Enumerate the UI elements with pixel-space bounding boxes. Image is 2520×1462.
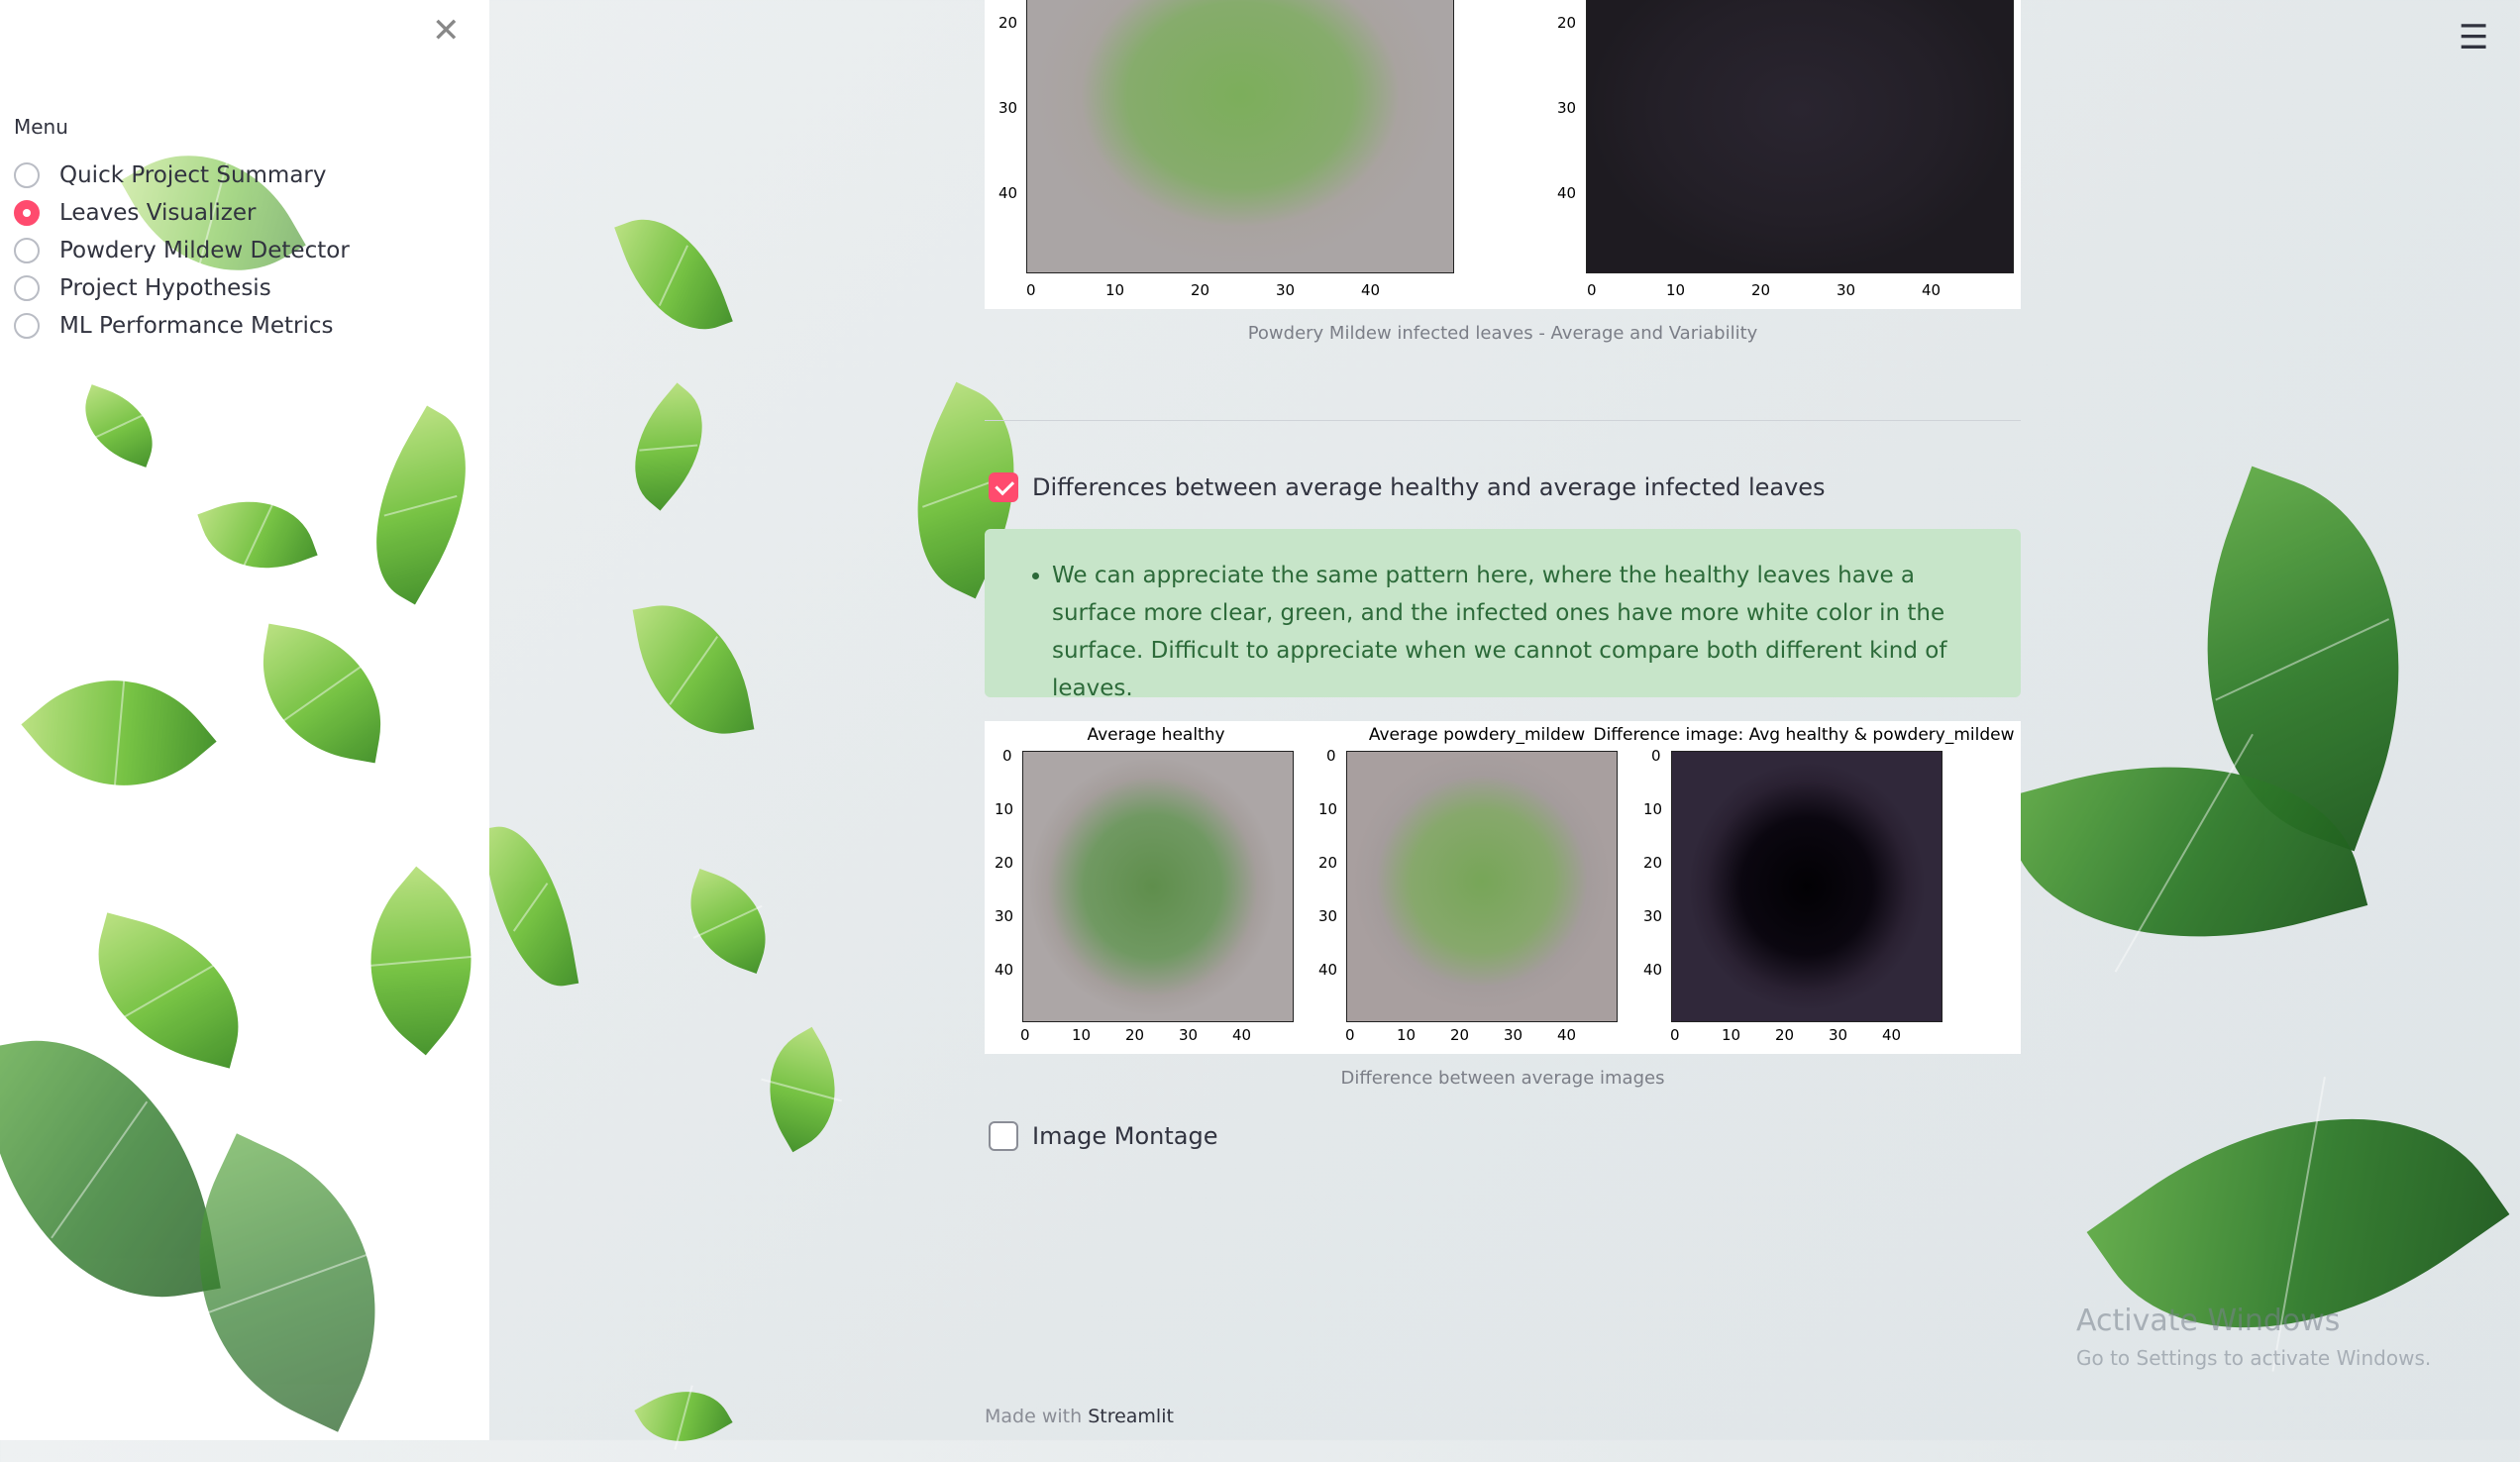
sidebar: ✕ Menu Quick Project Summary Leaves Visu… [0, 0, 489, 1440]
y-tick: 20 [1643, 854, 1663, 872]
y-tick: 10 [995, 800, 1014, 818]
watermark-subtitle: Go to Settings to activate Windows. [2076, 1346, 2432, 1370]
differences-checkbox[interactable] [989, 472, 1018, 502]
image-montage-checkbox[interactable] [989, 1121, 1018, 1151]
x-tick: 20 [1450, 1026, 1470, 1044]
info-text: We can appreciate the same pattern here,… [1052, 557, 1991, 707]
radio-button-selected[interactable] [14, 200, 40, 226]
streamlit-link[interactable]: Streamlit [1088, 1406, 1174, 1427]
radio-button[interactable] [14, 162, 40, 188]
menu-item-label: Leaves Visualizer [59, 200, 257, 226]
x-tick: 30 [1837, 281, 1856, 299]
y-tick: 0 [1002, 747, 1012, 765]
menu-item-label: ML Performance Metrics [59, 313, 334, 339]
x-tick: 30 [1276, 281, 1296, 299]
x-tick: 40 [1232, 1026, 1252, 1044]
footer-prefix: Made with [985, 1406, 1083, 1427]
average-healthy-image [1022, 751, 1294, 1022]
menu-item-label: Project Hypothesis [59, 275, 271, 301]
menu-item-project-hypothesis[interactable]: Project Hypothesis [14, 269, 350, 307]
x-tick: 40 [1922, 281, 1942, 299]
average-powdery-mildew-image [1346, 751, 1618, 1022]
plot-title-average-healthy: Average healthy [1087, 725, 1225, 745]
y-tick: 0 [1326, 747, 1336, 765]
x-tick: 0 [1020, 1026, 1030, 1044]
x-tick: 0 [1026, 281, 1036, 299]
menu-item-leaves-visualizer[interactable]: Leaves Visualizer [14, 194, 350, 232]
image-montage-checkbox-label[interactable]: Image Montage [1032, 1122, 1218, 1150]
y-tick: 30 [1557, 99, 1577, 117]
x-tick: 0 [1345, 1026, 1355, 1044]
x-tick: 40 [1882, 1026, 1902, 1044]
close-sidebar-icon[interactable]: ✕ [432, 11, 461, 51]
menu-item-quick-project-summary[interactable]: Quick Project Summary [14, 157, 350, 194]
x-tick: 10 [1105, 281, 1125, 299]
y-tick: 20 [1557, 14, 1577, 32]
x-tick: 20 [1191, 281, 1210, 299]
y-tick: 0 [1651, 747, 1661, 765]
y-tick: 10 [1643, 800, 1663, 818]
watermark-title: Activate Windows [2076, 1304, 2341, 1338]
x-tick: 40 [1361, 281, 1381, 299]
menu-title: Menu [14, 115, 68, 139]
menu-item-powdery-mildew-detector[interactable]: Powdery Mildew Detector [14, 232, 350, 269]
difference-image [1671, 751, 1942, 1022]
y-tick: 20 [1318, 854, 1338, 872]
y-tick: 40 [995, 961, 1014, 979]
y-tick: 40 [1318, 961, 1338, 979]
y-tick: 20 [998, 14, 1018, 32]
x-tick: 10 [1072, 1026, 1092, 1044]
differences-checkbox-label[interactable]: Differences between average healthy and … [1032, 473, 1826, 501]
footer: Made with Streamlit [985, 1406, 1174, 1427]
figure-caption: Difference between average images [1340, 1068, 1665, 1089]
x-tick: 10 [1722, 1026, 1741, 1044]
y-tick: 30 [1643, 907, 1663, 925]
radio-button[interactable] [14, 313, 40, 339]
difference-figure: Average healthy Average powdery_mildew D… [985, 721, 2021, 1054]
y-tick: 30 [995, 907, 1014, 925]
activate-windows-watermark: Activate Windows Go to Settings to activ… [2076, 1304, 2431, 1370]
x-tick: 0 [1587, 281, 1597, 299]
figure-caption: Powdery Mildew infected leaves - Average… [1247, 323, 1758, 344]
average-infected-image [1026, 0, 1454, 273]
x-tick: 10 [1666, 281, 1686, 299]
info-box: We can appreciate the same pattern here,… [985, 529, 2021, 701]
y-tick: 10 [1318, 800, 1338, 818]
menu-item-label: Powdery Mildew Detector [59, 238, 350, 263]
y-tick: 30 [1318, 907, 1338, 925]
y-tick: 40 [1557, 184, 1577, 202]
menu-radio-group: Quick Project Summary Leaves Visualizer … [14, 157, 350, 345]
hamburger-menu-icon[interactable]: ☰ [2459, 18, 2489, 57]
plot-title-average-powdery-mildew: Average powdery_mildew [1368, 725, 1586, 745]
menu-item-ml-performance-metrics[interactable]: ML Performance Metrics [14, 307, 350, 345]
radio-button[interactable] [14, 238, 40, 263]
x-tick: 0 [1670, 1026, 1680, 1044]
x-tick: 10 [1397, 1026, 1417, 1044]
x-tick: 20 [1775, 1026, 1795, 1044]
section-divider [985, 420, 2021, 421]
x-tick: 30 [1829, 1026, 1848, 1044]
y-tick: 40 [1643, 961, 1663, 979]
x-tick: 20 [1125, 1026, 1145, 1044]
y-tick: 20 [995, 854, 1014, 872]
x-tick: 20 [1751, 281, 1771, 299]
x-tick: 30 [1179, 1026, 1199, 1044]
radio-button[interactable] [14, 275, 40, 301]
x-tick: 30 [1504, 1026, 1523, 1044]
top-figure: 20 30 40 0 10 20 30 40 20 30 40 0 10 20 … [985, 0, 2021, 309]
y-tick: 30 [998, 99, 1018, 117]
plot-title-difference-image: Difference image: Avg healthy & powdery_… [1593, 725, 2015, 745]
y-tick: 40 [998, 184, 1018, 202]
variability-infected-image [1586, 0, 2014, 273]
x-tick: 40 [1557, 1026, 1577, 1044]
menu-item-label: Quick Project Summary [59, 162, 327, 188]
